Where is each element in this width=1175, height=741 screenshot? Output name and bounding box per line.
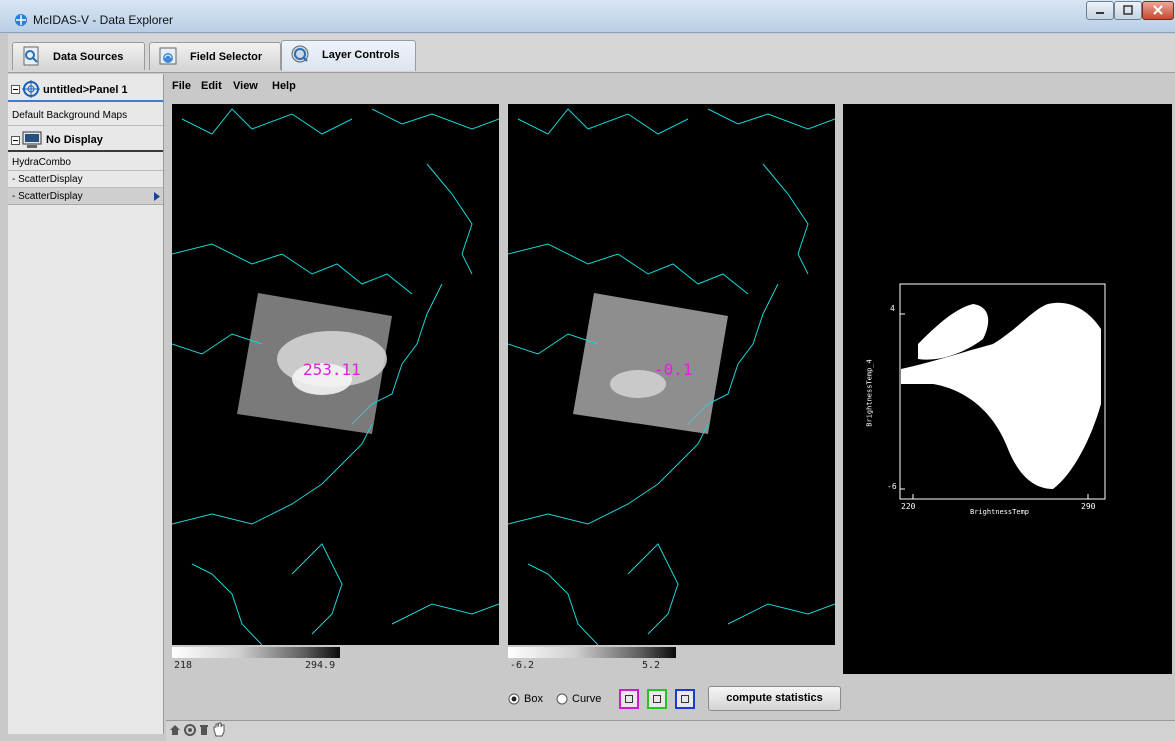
field-selector-icon xyxy=(159,47,177,65)
trash-icon[interactable] xyxy=(199,724,209,736)
minimize-button[interactable] xyxy=(1086,1,1114,20)
display-menubar: File Edit View Help xyxy=(166,76,1175,96)
maximize-button[interactable] xyxy=(1114,1,1142,20)
scatter-plot xyxy=(899,283,1106,500)
map-display-1-canvas xyxy=(171,108,500,646)
x-tick-label: 220 xyxy=(901,502,916,511)
radio-unselected-icon xyxy=(556,693,568,705)
layer-item[interactable]: - ScatterDisplay xyxy=(8,171,163,188)
status-bar xyxy=(166,720,1175,741)
pan-hand-icon[interactable] xyxy=(212,722,226,737)
layer-item-label: HydraCombo xyxy=(12,157,71,168)
selector-icon xyxy=(625,695,633,703)
colorbar-1 xyxy=(172,647,340,658)
probe-readout: -0.1 xyxy=(654,360,693,379)
mcidas-app-icon xyxy=(15,14,27,26)
coastlines xyxy=(171,108,500,646)
cloud-swirl xyxy=(610,370,666,398)
no-display-node[interactable]: No Display xyxy=(8,128,163,152)
layer-item[interactable]: HydraCombo xyxy=(8,154,163,171)
colorbar-2-max: 5.2 xyxy=(642,660,661,671)
tab-label: Layer Controls xyxy=(322,49,400,61)
menu-help[interactable]: Help xyxy=(272,80,296,92)
selector-icon xyxy=(653,695,661,703)
expand-arrow-icon[interactable] xyxy=(154,192,160,201)
crosshair-globe-icon xyxy=(22,80,40,98)
selector-icon xyxy=(681,695,689,703)
colorbar-2 xyxy=(508,647,676,658)
compute-statistics-button[interactable]: compute statistics xyxy=(708,686,841,711)
tab-label: Field Selector xyxy=(190,51,263,63)
y-axis-label: BrightnessTemp_4 xyxy=(865,359,874,427)
tab-layer-controls[interactable]: Layer Controls xyxy=(281,40,416,71)
y-tick-label: 4 xyxy=(890,304,895,313)
cloud-swirl xyxy=(292,363,352,395)
colorbar-2-min: -6.2 xyxy=(510,660,535,671)
coastlines xyxy=(507,108,836,646)
menu-view[interactable]: View xyxy=(233,80,258,92)
selector-blue-button[interactable] xyxy=(675,689,695,709)
panel-node-label: untitled>Panel 1 xyxy=(43,84,128,96)
data-sources-icon xyxy=(23,46,39,66)
menu-edit[interactable]: Edit xyxy=(201,80,222,92)
box-label: Box xyxy=(524,693,543,705)
panel-node[interactable]: untitled>Panel 1 xyxy=(8,78,163,102)
x-axis-label: BrightnessTemp xyxy=(970,508,1030,516)
layer-item-label: - ScatterDisplay xyxy=(12,174,83,185)
scatter-display[interactable]: 4 -6 220 290 BrightnessTemp BrightnessTe… xyxy=(843,104,1172,674)
close-button[interactable] xyxy=(1142,1,1174,20)
background-maps-label: Default Background Maps xyxy=(12,110,128,121)
collapse-icon[interactable] xyxy=(11,85,20,94)
layer-item-label: - ScatterDisplay xyxy=(12,191,83,202)
close-icon xyxy=(1153,5,1163,15)
maximize-icon xyxy=(1123,5,1133,15)
scatter-frame xyxy=(899,283,1106,500)
tab-data-sources[interactable]: Data Sources xyxy=(12,42,145,70)
scatter-ticks xyxy=(900,313,1089,499)
selector-magenta-button[interactable] xyxy=(619,689,639,709)
tab-field-selector[interactable]: Field Selector xyxy=(149,42,281,70)
menu-file[interactable]: File xyxy=(172,80,191,92)
y-tick-label: -6 xyxy=(887,482,897,491)
collapse-icon[interactable] xyxy=(11,136,20,145)
tab-label: Data Sources xyxy=(53,51,124,63)
x-tick-label: 290 xyxy=(1081,502,1096,511)
map-display-2-canvas xyxy=(507,108,836,646)
no-display-label: No Display xyxy=(46,134,103,146)
monitor-icon xyxy=(22,131,42,148)
selector-green-button[interactable] xyxy=(647,689,667,709)
window-titlebar: McIDAS-V - Data Explorer xyxy=(0,0,1175,33)
window-title: McIDAS-V - Data Explorer xyxy=(33,13,174,27)
minimize-icon xyxy=(1096,12,1104,14)
satellite-image-2 xyxy=(573,293,728,434)
colorbar-1-max: 294.9 xyxy=(305,660,336,671)
colorbar-1-min: 218 xyxy=(174,660,193,671)
layer-item-selected[interactable]: - ScatterDisplay xyxy=(8,188,163,205)
layer-tree-panel: untitled>Panel 1 Default Background Maps… xyxy=(8,74,164,734)
radio-selected-icon xyxy=(508,693,520,705)
probe-readout: 253.11 xyxy=(303,360,361,379)
background-maps-item[interactable]: Default Background Maps xyxy=(8,106,163,126)
scatter-points xyxy=(901,302,1101,489)
map-display-1[interactable]: 253.11 xyxy=(171,104,500,646)
tab-bar: Data Sources Field Selector Layer Contro… xyxy=(8,34,1175,73)
layer-controls-icon xyxy=(291,45,309,63)
home-icon[interactable] xyxy=(169,724,181,736)
map-display-2[interactable]: -0.1 xyxy=(507,104,836,646)
curve-label: Curve xyxy=(572,693,602,705)
rotate-icon[interactable] xyxy=(184,724,196,736)
